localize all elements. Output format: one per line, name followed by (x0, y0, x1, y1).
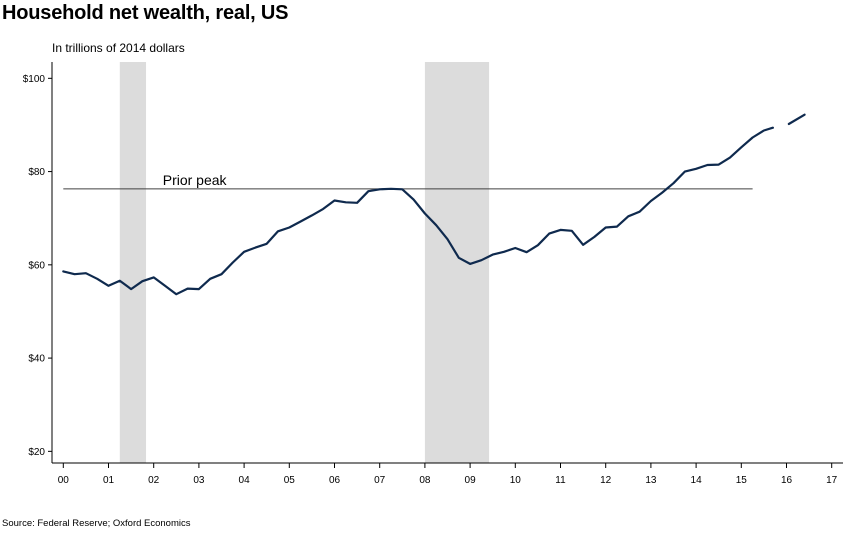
x-tick-label: 06 (329, 475, 341, 486)
axes: $20 $40 $60 $80 $100 00 01 02 03 04 05 06 07 08 09 10 11… (23, 62, 843, 486)
recession-band-0 (119, 62, 147, 463)
source-note: Source: Federal Reserve; Oxford Economic… (2, 518, 191, 529)
y-tick-label: $80 (28, 167, 45, 178)
x-tick-label: 16 (781, 475, 793, 486)
x-tick-label: 14 (691, 475, 703, 486)
x-tick-label: 12 (600, 475, 612, 486)
x-tick-label: 15 (736, 475, 748, 486)
y-tick-label: $40 (28, 354, 45, 365)
prior-peak-reference: Prior peak (63, 172, 753, 190)
net-wealth-line-segment-0 (62, 126, 774, 296)
series-lines (62, 113, 806, 296)
x-tick-label: 05 (284, 475, 296, 486)
x-tick-label: 10 (510, 475, 522, 486)
prior-peak-label: Prior peak (163, 172, 228, 188)
x-tick-label: 03 (193, 475, 205, 486)
x-tick-label: 04 (239, 475, 251, 486)
y-tick-label: $20 (28, 447, 45, 458)
x-tick-label: 00 (58, 475, 70, 486)
net-wealth-line-segment-1 (787, 113, 806, 126)
x-tick-label: 08 (419, 475, 431, 486)
x-tick-label: 01 (103, 475, 115, 486)
recession-shading (119, 62, 490, 463)
x-tick-label: 11 (555, 475, 566, 486)
y-tick-label: $60 (28, 260, 45, 271)
x-tick-label: 09 (465, 475, 477, 486)
x-tick-label: 07 (374, 475, 386, 486)
recession-band-1 (424, 62, 490, 463)
y-tick-label: $100 (23, 74, 46, 85)
x-tick-label: 17 (826, 475, 838, 486)
x-tick-label: 02 (148, 475, 160, 486)
y-axis-unit-label: In trillions of 2014 dollars (52, 41, 185, 55)
chart-title: Household net wealth, real, US (2, 2, 289, 24)
x-tick-label: 13 (645, 475, 657, 486)
